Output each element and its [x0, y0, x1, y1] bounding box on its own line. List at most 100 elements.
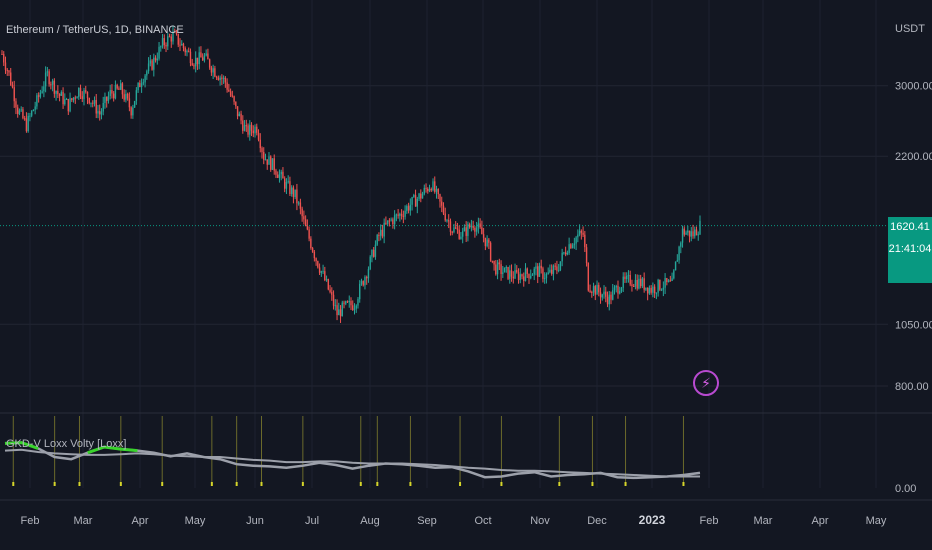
candle-body	[4, 62, 7, 70]
candle-body	[76, 97, 78, 99]
candle-body	[334, 305, 336, 307]
candle-body	[224, 77, 227, 83]
candle-body	[336, 305, 338, 316]
candle-body	[557, 269, 560, 271]
candle-body	[222, 77, 225, 79]
candle-body	[687, 230, 689, 233]
candle-body	[619, 291, 621, 294]
time-tick-label: Jul	[305, 515, 319, 527]
candle-body	[599, 292, 602, 298]
candle-body	[559, 261, 562, 270]
candle-body	[388, 220, 391, 222]
candle-body	[81, 96, 83, 99]
candle-body	[458, 229, 460, 239]
candle-body	[325, 279, 328, 281]
candle-body	[285, 182, 288, 189]
candle-body	[624, 276, 626, 280]
candle-body	[495, 264, 497, 275]
candle-body	[247, 125, 249, 135]
candle-body	[153, 57, 155, 70]
price-tick-label: 800.00	[895, 381, 929, 393]
candle-body	[196, 57, 199, 65]
candle-body	[41, 91, 43, 93]
candle-body	[287, 181, 289, 183]
candle-body	[147, 63, 150, 72]
candle-body	[533, 268, 535, 275]
candle-body	[74, 97, 76, 99]
candle-body	[39, 92, 42, 97]
candle-body	[221, 77, 223, 79]
candle-body	[678, 246, 680, 261]
candle-body	[78, 87, 80, 98]
candle-body	[420, 193, 422, 199]
candle-body	[685, 232, 687, 235]
candle-body	[404, 210, 406, 217]
candle-body	[671, 278, 673, 282]
candle-body	[235, 101, 237, 107]
volty-signal-line	[4, 448, 700, 478]
candle-body	[140, 83, 143, 88]
candle-body	[399, 213, 401, 216]
candle-body	[168, 36, 171, 38]
candle-body	[374, 244, 377, 257]
candle-body	[542, 268, 544, 279]
candle-body	[233, 96, 235, 102]
candle-body	[692, 231, 694, 237]
candle-body	[694, 229, 696, 237]
signal-marker-dot	[260, 482, 263, 486]
candle-body	[170, 36, 172, 42]
candle-body	[622, 276, 624, 288]
candle-body	[634, 280, 637, 287]
candle-body	[37, 95, 40, 97]
candle-body	[603, 291, 605, 295]
candle-body	[271, 158, 274, 170]
candle-body	[523, 276, 525, 282]
candle-body	[118, 88, 120, 90]
lightning-icon[interactable]: ⚡	[693, 370, 719, 396]
candle-body	[366, 277, 368, 279]
candle-body	[104, 96, 106, 104]
candle-body	[653, 286, 656, 294]
signal-marker-dot	[376, 482, 379, 486]
time-tick-label: Jun	[246, 515, 264, 527]
candle-body	[657, 279, 659, 293]
candle-body	[93, 100, 96, 104]
price-tick-label: 1050.00	[895, 319, 932, 331]
candle-body	[277, 174, 279, 178]
candle-body	[521, 274, 523, 277]
candle-body	[172, 31, 174, 42]
indicator-title[interactable]: GKD-V Loxx Volty [Loxx]	[6, 438, 127, 450]
candle-body	[488, 239, 490, 243]
symbol-title[interactable]: Ethereum / TetherUS, 1D, BINANCE	[6, 24, 184, 36]
candle-body	[582, 232, 584, 235]
candle-body	[578, 230, 581, 235]
candle-body	[592, 286, 595, 293]
candle-body	[139, 82, 141, 88]
candle-body	[517, 272, 520, 281]
time-tick-label: Apr	[131, 515, 148, 527]
candle-body	[252, 130, 254, 134]
candle-body	[605, 291, 607, 297]
candle-body	[90, 102, 92, 104]
candle-body	[193, 65, 195, 67]
candles	[1, 25, 701, 323]
candle-body	[393, 215, 396, 225]
candle-body	[434, 181, 436, 192]
volty-above-segment	[87, 445, 138, 455]
candle-body	[627, 275, 630, 277]
signal-marker-dot	[359, 482, 362, 486]
candle-body	[259, 139, 261, 149]
candle-body	[556, 266, 558, 271]
candle-body	[304, 219, 307, 227]
candle-body	[313, 251, 316, 259]
candle-body	[381, 229, 384, 237]
candle-body	[261, 148, 263, 153]
candle-body	[250, 124, 253, 131]
candle-body	[119, 83, 122, 90]
candle-body	[430, 188, 432, 191]
candle-body	[585, 247, 588, 264]
candle-body	[194, 57, 197, 67]
candle-body	[231, 95, 234, 97]
